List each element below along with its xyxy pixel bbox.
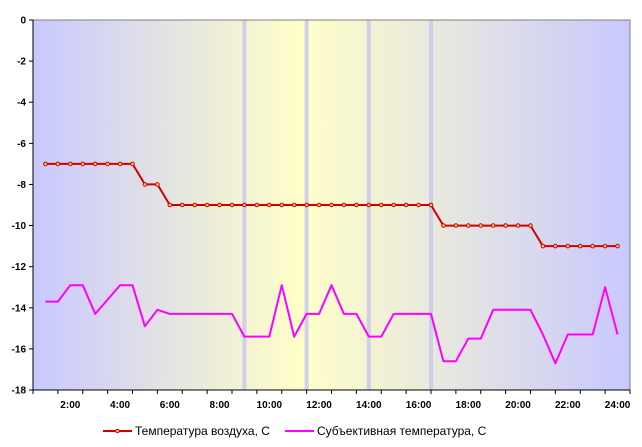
data-point bbox=[192, 202, 197, 208]
data-point bbox=[291, 202, 297, 208]
data-point bbox=[403, 202, 409, 208]
series-line-2 bbox=[45, 284, 619, 365]
data-point bbox=[565, 243, 571, 249]
data-point bbox=[590, 243, 595, 249]
x-tick-label: 4:00 bbox=[110, 400, 130, 411]
y-tick-label: -12 bbox=[12, 262, 27, 273]
y-tick-label: -4 bbox=[17, 98, 26, 109]
data-point bbox=[378, 202, 384, 208]
data-point bbox=[441, 223, 446, 228]
data-point bbox=[329, 202, 334, 208]
data-point bbox=[117, 161, 123, 167]
data-point bbox=[453, 223, 459, 228]
data-point bbox=[416, 202, 421, 208]
y-tick-label: -10 bbox=[12, 221, 27, 232]
x-tick-label: 8:00 bbox=[210, 400, 230, 411]
legend-label: Субъективная температура, С bbox=[317, 424, 487, 438]
data-point bbox=[354, 202, 359, 208]
data-point bbox=[229, 202, 235, 208]
y-tick-label: -14 bbox=[12, 303, 27, 314]
data-point bbox=[217, 202, 222, 208]
data-point bbox=[204, 202, 210, 208]
x-tick-label: 10:00 bbox=[257, 400, 283, 411]
data-point bbox=[43, 161, 48, 167]
data-point bbox=[553, 243, 558, 249]
x-tick-label: 6:00 bbox=[160, 400, 180, 411]
data-point bbox=[366, 202, 372, 208]
data-point bbox=[428, 202, 434, 208]
x-tick-label: 24:00 bbox=[605, 400, 631, 411]
data-point bbox=[316, 202, 322, 208]
data-point bbox=[68, 161, 73, 167]
data-point bbox=[503, 223, 508, 228]
x-tick-label: 14:00 bbox=[356, 400, 382, 411]
data-point bbox=[92, 161, 98, 167]
x-tick-label: 2:00 bbox=[60, 400, 80, 411]
x-tick-label: 18:00 bbox=[456, 400, 482, 411]
data-point bbox=[267, 202, 272, 208]
y-tick-label: -16 bbox=[12, 344, 27, 355]
data-point bbox=[80, 161, 86, 167]
data-point bbox=[540, 243, 546, 249]
data-point bbox=[130, 161, 135, 167]
data-point bbox=[602, 243, 608, 249]
legend-marker bbox=[115, 428, 120, 434]
x-tick-label: 22:00 bbox=[555, 400, 581, 411]
legend-label: Температура воздуха, С bbox=[135, 424, 270, 438]
x-tick-label: 20:00 bbox=[505, 400, 531, 411]
data-point bbox=[155, 182, 160, 187]
data-point bbox=[105, 161, 110, 167]
data-point bbox=[179, 202, 185, 208]
data-point bbox=[341, 202, 347, 208]
data-point bbox=[242, 202, 247, 208]
data-point bbox=[478, 223, 484, 228]
data-point bbox=[304, 202, 309, 208]
x-tick-label: 12:00 bbox=[306, 400, 332, 411]
data-point bbox=[391, 202, 396, 208]
data-point bbox=[528, 223, 533, 228]
data-point bbox=[466, 223, 471, 228]
data-point bbox=[142, 182, 148, 187]
data-point bbox=[515, 223, 521, 228]
data-point bbox=[55, 161, 61, 167]
y-tick-label: -6 bbox=[17, 139, 26, 150]
data-point bbox=[490, 223, 496, 228]
data-point bbox=[577, 243, 583, 249]
y-tick-label: -8 bbox=[17, 180, 26, 191]
x-tick-label: 16:00 bbox=[406, 400, 432, 411]
data-point bbox=[279, 202, 285, 208]
data-point bbox=[615, 243, 620, 249]
data-point bbox=[167, 202, 173, 208]
y-tick-label: 0 bbox=[20, 16, 26, 27]
y-tick-label: -18 bbox=[12, 386, 27, 397]
y-tick-label: -2 bbox=[17, 57, 26, 68]
data-point bbox=[254, 202, 260, 208]
